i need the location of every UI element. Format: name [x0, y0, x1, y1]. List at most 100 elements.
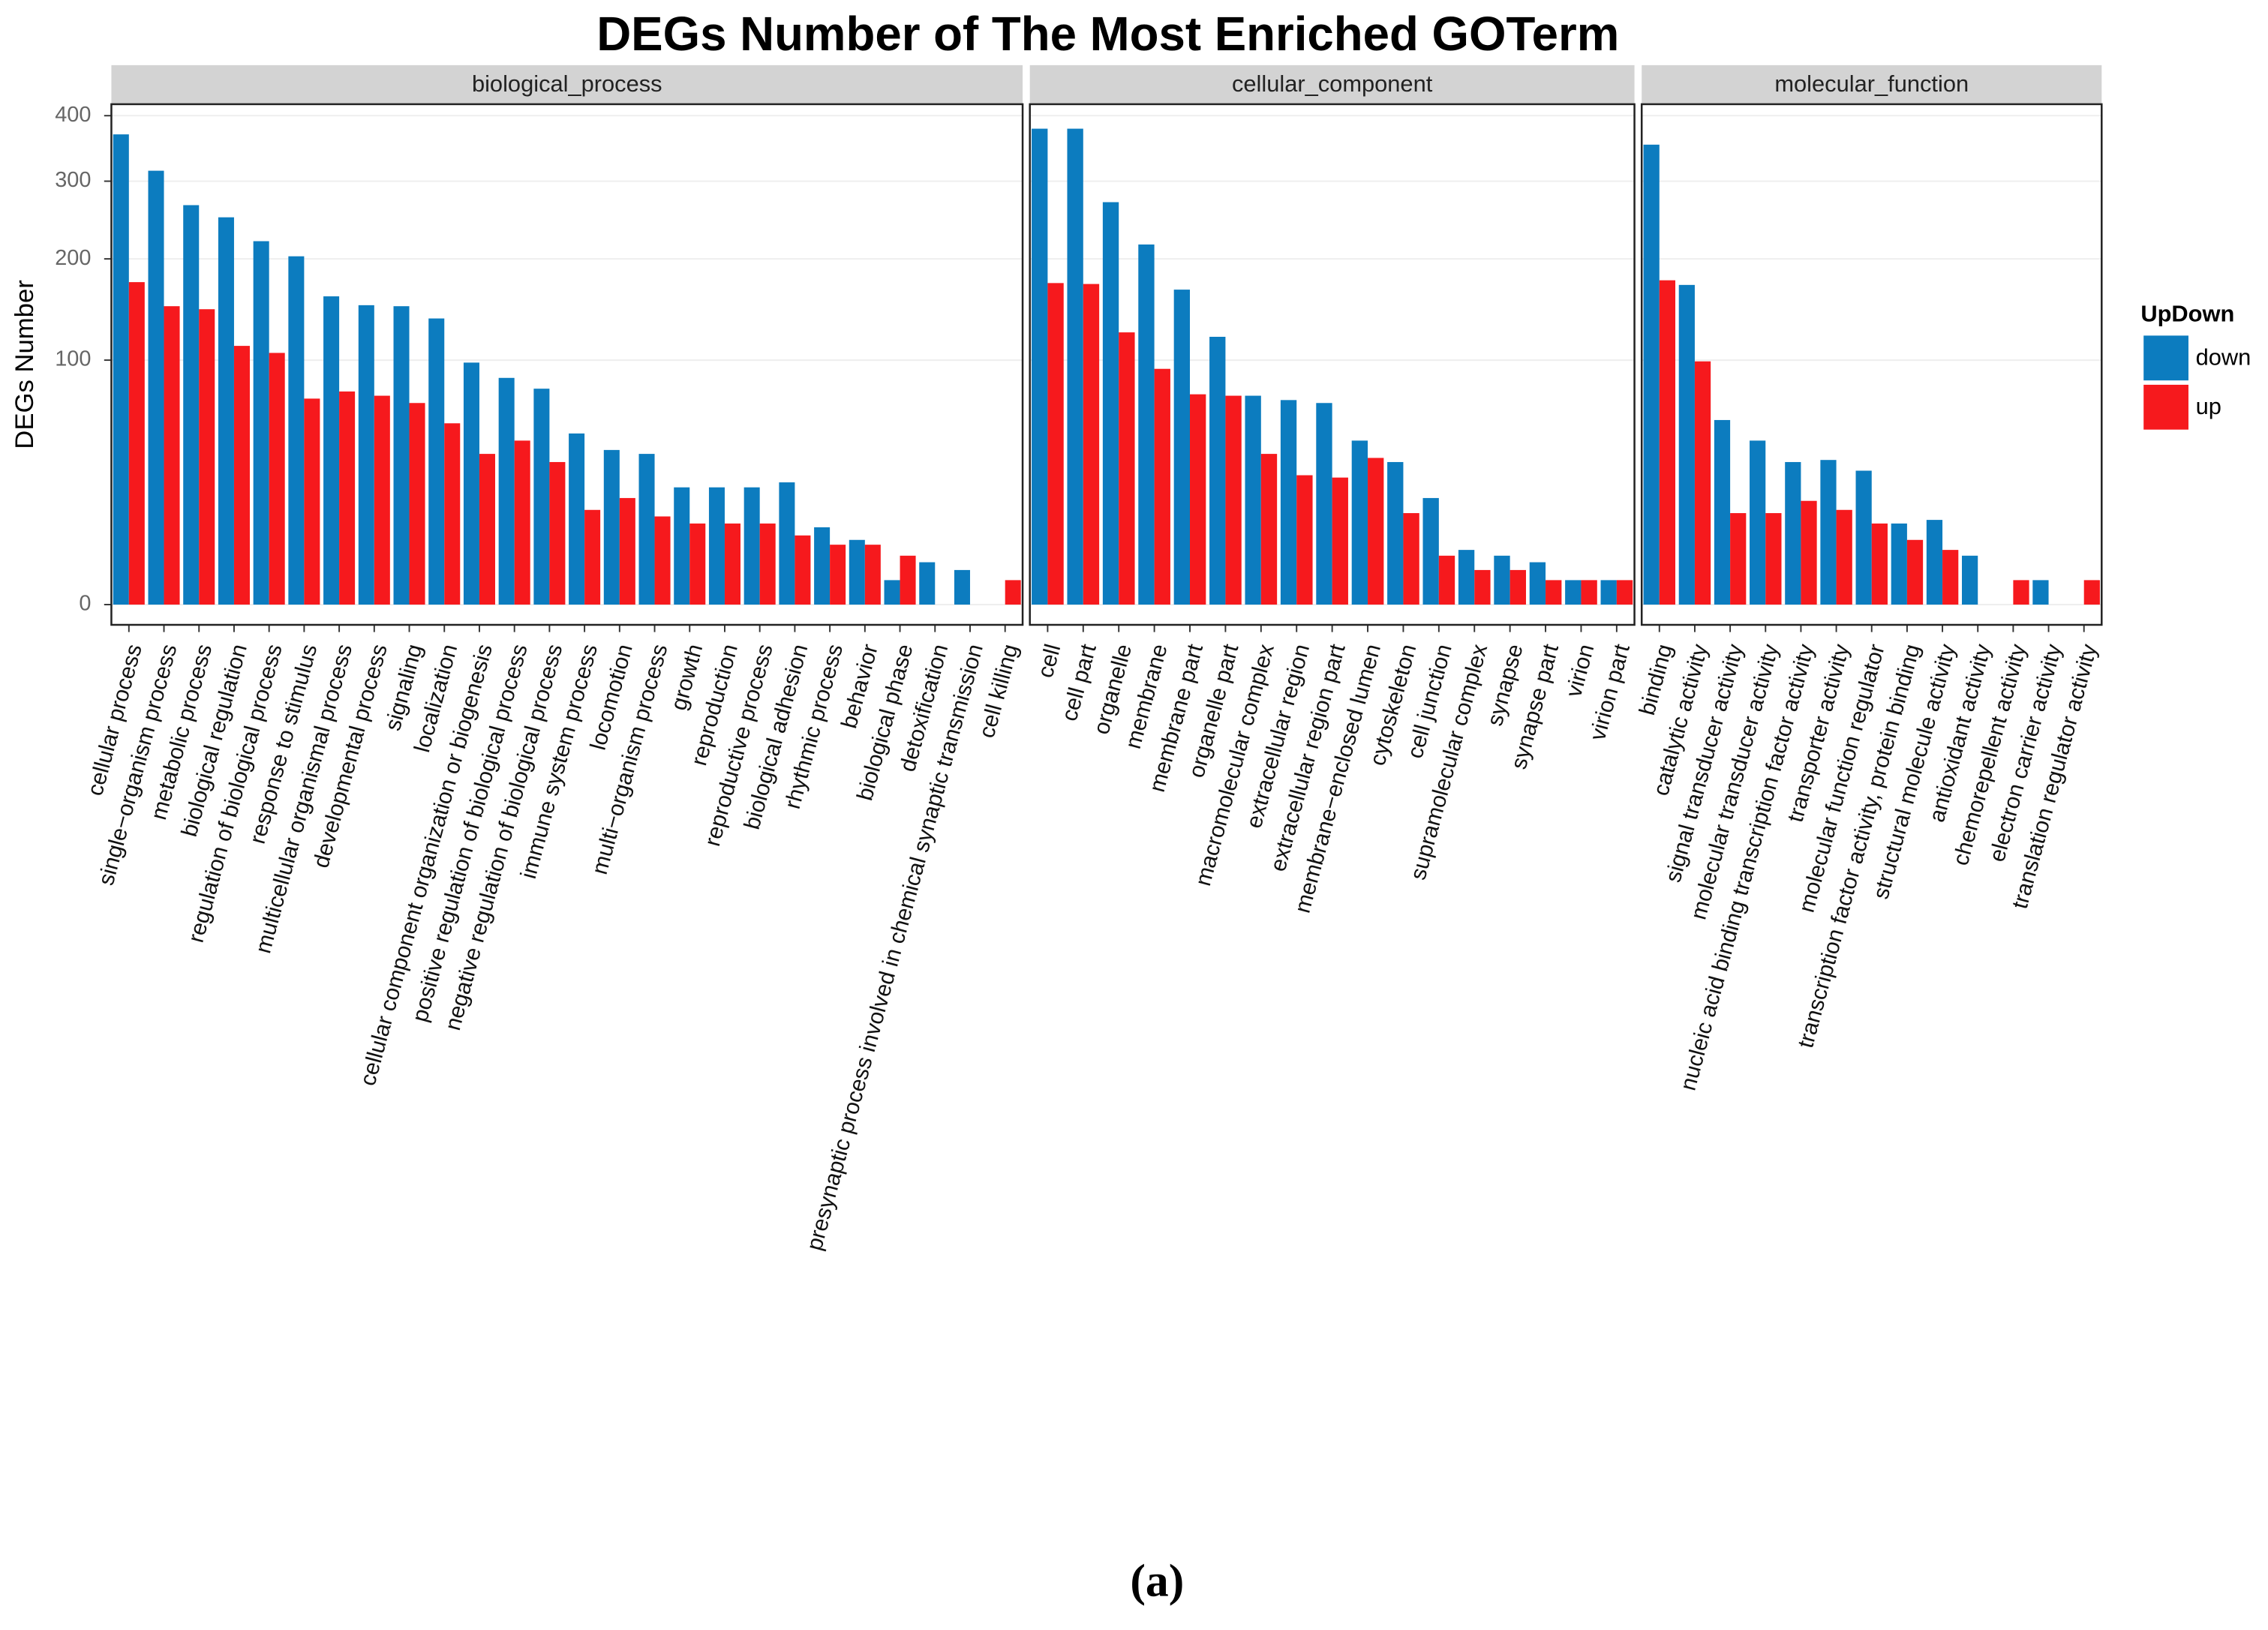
bar — [1820, 460, 1837, 605]
facet-title: cellular_component — [1232, 71, 1433, 97]
bar — [1119, 332, 1135, 605]
y-tick-label: 0 — [79, 592, 91, 616]
bar — [900, 555, 916, 605]
bar — [253, 241, 269, 605]
x-tick-label: virion — [1561, 641, 1599, 700]
legend-title: UpDown — [2140, 301, 2234, 327]
bar — [674, 487, 690, 605]
bar — [358, 305, 374, 605]
bar — [2013, 580, 2029, 605]
bar — [1643, 144, 1660, 605]
x-tick-label: supramolecular complex — [1406, 641, 1493, 882]
bar — [1138, 244, 1155, 605]
bar — [218, 217, 234, 605]
bar — [1296, 475, 1313, 605]
bar — [708, 487, 725, 605]
bar — [1260, 454, 1278, 605]
bar — [1154, 368, 1170, 605]
bar — [288, 256, 305, 605]
bar — [1032, 128, 1048, 605]
chart-title: DEGs Number of The Most Enriched GOTerm — [596, 8, 1619, 61]
bar — [463, 362, 479, 605]
bar — [428, 318, 445, 605]
bar — [1785, 461, 1801, 605]
bar — [148, 170, 164, 605]
bar — [1906, 539, 1924, 605]
bar — [1494, 555, 1510, 605]
bar — [1102, 202, 1119, 605]
bar — [323, 296, 340, 605]
legend-label: up — [2196, 393, 2221, 419]
bar — [1962, 555, 1978, 605]
bar — [1316, 403, 1332, 605]
bar — [569, 433, 585, 605]
bar — [1730, 513, 1747, 605]
bar — [1173, 290, 1191, 605]
bar — [1926, 520, 1943, 605]
bar — [339, 391, 356, 605]
bar — [1801, 500, 1817, 605]
bar — [1403, 513, 1419, 605]
bar — [954, 569, 970, 605]
x-tick-label: cell — [1033, 641, 1065, 680]
caption: (a) — [1130, 1555, 1184, 1606]
bar — [849, 539, 865, 605]
bar — [164, 306, 180, 605]
bar — [199, 309, 215, 605]
bar — [269, 353, 285, 605]
bar — [759, 523, 776, 605]
bar — [1387, 461, 1404, 605]
bar — [444, 423, 461, 605]
bar — [1190, 394, 1206, 605]
bar — [1225, 395, 1242, 605]
bar — [724, 523, 740, 605]
y-tick-label: 200 — [55, 246, 91, 270]
bar — [1005, 580, 1021, 605]
bar — [1368, 458, 1384, 605]
bar — [1529, 562, 1546, 605]
bar — [1422, 497, 1439, 605]
bar — [409, 403, 425, 605]
bar — [743, 487, 760, 605]
bar — [304, 398, 320, 605]
bar — [1047, 283, 1064, 605]
bar — [1694, 361, 1711, 605]
bar — [183, 205, 200, 605]
bar — [1750, 440, 1766, 605]
legend-key — [2143, 335, 2188, 381]
panel-border — [1029, 103, 1636, 626]
bar — [1474, 569, 1491, 605]
bar — [884, 580, 900, 605]
bar — [374, 395, 390, 605]
bar — [393, 306, 410, 605]
y-axis-title: DEGs Number — [11, 280, 39, 449]
facet-title: molecular_function — [1774, 71, 1969, 97]
y-tick-label: 400 — [55, 103, 91, 127]
bar — [113, 134, 129, 605]
bar — [1855, 470, 1872, 605]
bar — [1836, 509, 1852, 605]
bar — [1438, 555, 1455, 605]
bar — [779, 482, 795, 605]
bar — [1616, 580, 1633, 605]
y-tick-label: 100 — [55, 347, 91, 371]
bar — [128, 282, 145, 605]
legend-label: down — [2196, 344, 2251, 370]
bar — [2032, 580, 2049, 605]
bar — [1600, 580, 1617, 605]
bar — [1678, 284, 1695, 605]
bar — [1871, 523, 1888, 605]
bar — [233, 346, 250, 605]
bar — [864, 545, 881, 605]
bar — [1509, 569, 1526, 605]
bar — [1458, 550, 1475, 605]
bar — [514, 440, 530, 605]
bar — [1891, 523, 1907, 605]
bar — [603, 449, 620, 605]
bar — [1714, 419, 1731, 605]
bar — [1546, 580, 1562, 605]
x-tick-label: multi−organism process — [587, 641, 673, 877]
bar — [533, 389, 550, 605]
bar — [1351, 440, 1368, 605]
